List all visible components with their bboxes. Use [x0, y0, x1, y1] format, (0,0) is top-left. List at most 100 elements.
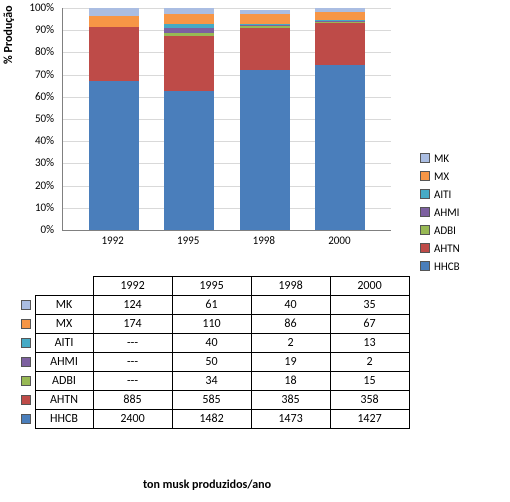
row-label: AHTN — [35, 391, 93, 410]
table-cell: 2 — [251, 334, 330, 353]
table-year-1995: 1995 — [172, 277, 251, 296]
table-cell: 50 — [172, 353, 251, 372]
table-cell: 1482 — [172, 410, 251, 429]
seg-AHTN — [89, 27, 139, 82]
seg-HHCB — [315, 65, 365, 230]
y-tick: 50% — [0, 112, 54, 125]
seg-HHCB — [240, 70, 290, 230]
legend-swatch — [420, 171, 430, 181]
table-cell: --- — [93, 334, 172, 353]
legend-item-AITI: AITI — [420, 186, 460, 202]
seg-MK — [89, 8, 139, 16]
legend-label: MX — [434, 170, 449, 183]
table-cell: 1473 — [251, 410, 330, 429]
legend-swatch — [420, 189, 430, 199]
table-row: HHCB2400148214731427 — [18, 410, 409, 429]
table-cell: 13 — [330, 334, 409, 353]
row-swatch — [21, 376, 31, 386]
legend-item-HHCB: HHCB — [420, 258, 460, 274]
table-cell: --- — [93, 353, 172, 372]
legend-label: AITI — [434, 188, 451, 201]
table-row: AHTN885585385358 — [18, 391, 409, 410]
row-label: AITI — [35, 334, 93, 353]
table-cell: 385 — [251, 391, 330, 410]
table-cell: 19 — [251, 353, 330, 372]
y-tick: 70% — [0, 68, 54, 81]
y-tick: 90% — [0, 23, 54, 36]
seg-HHCB — [89, 81, 139, 230]
legend-label: MK — [434, 152, 449, 165]
seg-MK — [315, 8, 365, 12]
legend-swatch — [420, 243, 430, 253]
seg-AITI — [315, 20, 365, 22]
row-label: ADBI — [35, 372, 93, 391]
legend-swatch — [420, 261, 430, 271]
row-swatch — [21, 395, 31, 405]
seg-ADBI — [240, 26, 290, 28]
y-tick: 80% — [0, 45, 54, 58]
data-table: 1992199519982000MK124614035MX1741108667A… — [18, 276, 410, 429]
row-label: MK — [35, 296, 93, 315]
legend-item-MK: MK — [420, 150, 460, 166]
legend-item-AHTN: AHTN — [420, 240, 460, 256]
legend-item-MX: MX — [420, 168, 460, 184]
table-cell: 2 — [330, 353, 409, 372]
y-tick: 40% — [0, 134, 54, 147]
table-cell: 1427 — [330, 410, 409, 429]
seg-AHMI — [240, 24, 290, 26]
table-year-2000: 2000 — [330, 277, 409, 296]
row-label: HHCB — [35, 410, 93, 429]
plot — [62, 8, 391, 231]
seg-MK — [240, 10, 290, 14]
row-label: MX — [35, 315, 93, 334]
row-swatch — [21, 300, 31, 310]
table-row: ADBI---341815 — [18, 372, 409, 391]
table-cell: 15 — [330, 372, 409, 391]
row-swatch — [21, 414, 31, 424]
seg-AHTN — [164, 36, 214, 91]
x-tick: 1995 — [163, 234, 213, 247]
legend-label: HHCB — [434, 260, 460, 273]
seg-MK — [164, 8, 214, 14]
table-cell: 40 — [172, 334, 251, 353]
seg-MX — [315, 12, 365, 20]
row-swatch — [21, 357, 31, 367]
legend-item-AHMI: AHMI — [420, 204, 460, 220]
bar-2000 — [315, 8, 365, 230]
table-cell: 61 — [172, 296, 251, 315]
seg-AITI — [164, 24, 214, 28]
seg-MX — [240, 14, 290, 23]
x-tick: 1992 — [88, 234, 138, 247]
legend-swatch — [420, 153, 430, 163]
table-cell: 2400 — [93, 410, 172, 429]
table-cell: 67 — [330, 315, 409, 334]
bar-1995 — [164, 8, 214, 230]
table-year-1992: 1992 — [93, 277, 172, 296]
table-cell: 585 — [172, 391, 251, 410]
table-cell: 35 — [330, 296, 409, 315]
table-row: AITI---40213 — [18, 334, 409, 353]
table-cell: --- — [93, 372, 172, 391]
legend: MK MX AITI AHMI ADBI AHTN HHCB — [420, 150, 460, 276]
y-tick: 60% — [0, 90, 54, 103]
table-cell: 34 — [172, 372, 251, 391]
seg-AHTN — [240, 28, 290, 70]
bar-1998 — [240, 8, 290, 230]
chart-area: % Produção 0%10%20%30%40%50%60%70%80%90%… — [0, 0, 414, 260]
seg-HHCB — [164, 91, 214, 230]
table-row: MX1741108667 — [18, 315, 409, 334]
legend-label: AHTN — [434, 242, 460, 255]
table-cell: 358 — [330, 391, 409, 410]
y-tick: 20% — [0, 179, 54, 192]
seg-MX — [89, 16, 139, 27]
legend-item-ADBI: ADBI — [420, 222, 460, 238]
table-cell: 174 — [93, 315, 172, 334]
legend-label: AHMI — [434, 206, 459, 219]
seg-ADBI — [315, 22, 365, 24]
table-row: AHMI---50192 — [18, 353, 409, 372]
seg-ADBI — [164, 33, 214, 36]
table-row: MK124614035 — [18, 296, 409, 315]
row-label: AHMI — [35, 353, 93, 372]
y-tick: 0% — [0, 223, 54, 236]
bar-1992 — [89, 8, 139, 230]
